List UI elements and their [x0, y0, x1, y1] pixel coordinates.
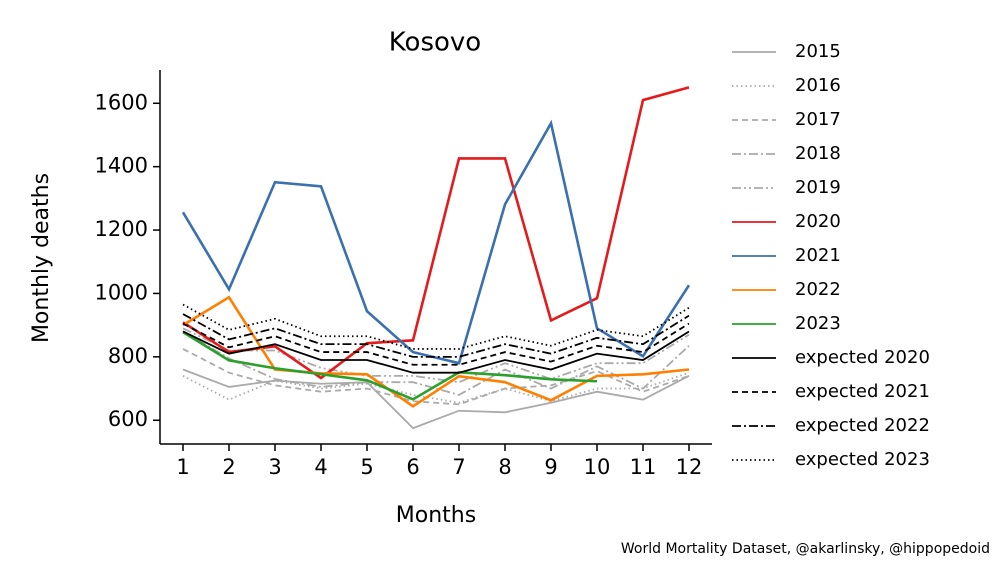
- y-tick-label: 1000: [95, 280, 148, 304]
- series-line: [182, 86, 690, 380]
- legend-label: 2021: [795, 245, 841, 266]
- x-tick-label: 4: [314, 455, 327, 479]
- legend-label: expected 2023: [795, 449, 930, 470]
- series-line: [181, 119, 691, 365]
- series-line: [182, 348, 690, 406]
- legend-label: expected 2022: [795, 415, 930, 436]
- chart-title: Kosovo: [389, 28, 481, 58]
- legend-label: 2016: [795, 75, 841, 96]
- x-tick-label: 11: [630, 455, 657, 479]
- x-tick-label: 12: [676, 455, 703, 479]
- x-tick-label: 2: [222, 455, 235, 479]
- series-line: [182, 327, 690, 384]
- x-tick-label: 6: [406, 455, 419, 479]
- legend-label: expected 2021: [795, 381, 930, 402]
- series-line: [182, 330, 690, 374]
- x-tick-label: 10: [584, 455, 611, 479]
- y-tick-label: 1600: [95, 90, 148, 114]
- y-tick-label: 800: [108, 344, 148, 368]
- y-axis-label: Monthly deaths: [29, 173, 54, 343]
- y-tick-label: 600: [108, 407, 148, 431]
- x-tick-label: 3: [268, 455, 281, 479]
- y-tick-label: 1200: [95, 217, 148, 241]
- series-line: [182, 371, 690, 404]
- x-axis-label: Months: [396, 503, 476, 528]
- series-line: [182, 368, 690, 430]
- x-tick-label: 5: [360, 455, 373, 479]
- legend-label: 2015: [795, 41, 841, 62]
- legend-label: 2023: [795, 313, 841, 334]
- series-line: [182, 313, 690, 358]
- legend-label: 2018: [795, 143, 841, 164]
- legend-label: 2017: [795, 109, 841, 130]
- series-line: [182, 303, 690, 350]
- x-tick-label: 7: [452, 455, 465, 479]
- x-tick-label: 8: [498, 455, 511, 479]
- legend-label: 2020: [795, 211, 841, 232]
- source-note: World Mortality Dataset, @akarlinsky, @h…: [621, 541, 990, 557]
- series-line: [182, 322, 690, 366]
- legend-label: 2022: [795, 279, 841, 300]
- y-tick-label: 1400: [95, 154, 148, 178]
- series-line: [182, 331, 598, 401]
- x-tick-label: 9: [544, 455, 557, 479]
- legend-label: 2019: [795, 177, 841, 198]
- x-tick-label: 1: [176, 455, 189, 479]
- series-line: [182, 295, 690, 408]
- legend-label: expected 2020: [795, 347, 930, 368]
